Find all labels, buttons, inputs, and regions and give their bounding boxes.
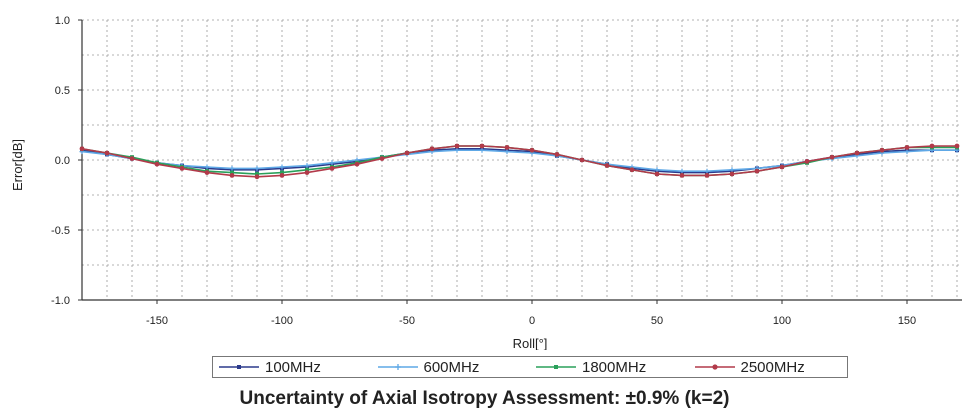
axes bbox=[78, 19, 962, 304]
series-2500MHz bbox=[79, 143, 960, 180]
legend-symbol bbox=[536, 365, 576, 369]
data-point bbox=[554, 152, 560, 157]
x-tick-label: 150 bbox=[898, 315, 916, 327]
data-point bbox=[279, 164, 285, 170]
legend-symbol bbox=[219, 365, 259, 369]
data-point bbox=[329, 166, 335, 171]
data-point bbox=[504, 145, 510, 150]
data-point bbox=[229, 173, 235, 178]
data-point bbox=[304, 170, 310, 176]
y-tick-label: -0.5 bbox=[51, 225, 70, 237]
x-tick-label: 50 bbox=[651, 315, 663, 327]
legend-symbol bbox=[694, 364, 735, 370]
series-600MHz bbox=[79, 147, 960, 174]
legend-item-2500MHz: 2500MHz bbox=[689, 357, 848, 377]
data-point bbox=[629, 167, 635, 173]
data-point bbox=[704, 168, 710, 174]
data-point bbox=[329, 160, 335, 166]
data-point bbox=[230, 170, 234, 175]
data-point bbox=[954, 143, 960, 149]
data-point bbox=[604, 163, 610, 169]
data-point bbox=[579, 157, 585, 163]
legend-symbol bbox=[377, 364, 418, 370]
legend-label: 100MHz bbox=[265, 358, 321, 376]
y-tick-label: -1.0 bbox=[51, 295, 70, 307]
data-point bbox=[254, 165, 260, 171]
data-point bbox=[654, 167, 660, 173]
x-tick-label: 0 bbox=[529, 315, 535, 327]
legend-item-100MHz: 100MHz bbox=[213, 357, 372, 377]
data-point bbox=[654, 171, 660, 177]
data-point bbox=[804, 159, 810, 164]
data-point bbox=[379, 156, 385, 162]
data-point bbox=[229, 165, 235, 171]
data-point bbox=[704, 173, 710, 178]
data-point bbox=[154, 161, 160, 167]
data-point bbox=[404, 150, 410, 156]
chart: -150 -100 -50 0 50 100 150 -1.0 -0.5 0.0 0.5 1.0 Er… bbox=[10, 15, 962, 350]
x-tick-label: -100 bbox=[271, 315, 293, 327]
legend-item-600MHz: 600MHz bbox=[372, 357, 531, 377]
data-point bbox=[854, 150, 860, 156]
x-tick-label: 100 bbox=[773, 315, 791, 327]
data-point bbox=[279, 173, 285, 178]
data-point bbox=[479, 143, 485, 149]
data-point bbox=[454, 143, 460, 149]
series-100MHz bbox=[80, 146, 959, 175]
data-point bbox=[679, 173, 685, 178]
data-point bbox=[779, 164, 785, 170]
data-point bbox=[829, 154, 835, 160]
data-point bbox=[754, 168, 760, 174]
data-point bbox=[929, 143, 935, 149]
y-tick-label: 1.0 bbox=[55, 15, 70, 27]
y-axis-label: Error[dB] bbox=[10, 139, 25, 191]
tick-labels: -150 -100 -50 0 50 100 150 -1.0 -0.5 0.0 0.5 1.0 bbox=[51, 15, 916, 327]
legend-label: 1800MHz bbox=[582, 358, 647, 376]
data-point bbox=[904, 145, 910, 150]
grid bbox=[81, 19, 962, 301]
caption: Uncertainty of Axial Isotropy Assessment… bbox=[239, 388, 730, 409]
legend-label: 2500MHz bbox=[740, 358, 805, 376]
legend-item-1800MHz: 1800MHz bbox=[530, 357, 689, 377]
data-point bbox=[454, 147, 460, 153]
data-point bbox=[679, 168, 685, 174]
legend-label: 600MHz bbox=[423, 358, 480, 376]
series-line bbox=[81, 149, 957, 172]
data-point bbox=[729, 171, 735, 177]
x-tick-label: -50 bbox=[399, 315, 415, 327]
data-point bbox=[305, 167, 309, 172]
series-line bbox=[81, 145, 957, 178]
data-point bbox=[79, 146, 85, 152]
data-point bbox=[254, 174, 260, 180]
x-axis-label: Roll[°] bbox=[513, 336, 548, 350]
data-point bbox=[729, 167, 735, 173]
data-point bbox=[179, 166, 185, 171]
legend: 100MHz 600MHz 1800MHz 2500MHz bbox=[212, 356, 848, 378]
data-point bbox=[429, 146, 435, 152]
data-point bbox=[904, 149, 910, 155]
x-tick-label: -150 bbox=[146, 315, 168, 327]
data-point bbox=[255, 172, 259, 176]
data-point bbox=[479, 147, 485, 153]
data-point bbox=[204, 170, 210, 176]
data-point bbox=[879, 147, 885, 153]
data-point bbox=[354, 161, 360, 167]
data-point bbox=[280, 170, 284, 175]
y-tick-label: 0.0 bbox=[55, 155, 70, 167]
data-point bbox=[104, 150, 110, 156]
y-tick-label: 0.5 bbox=[55, 85, 70, 97]
data-point bbox=[504, 149, 510, 155]
data-point bbox=[529, 147, 535, 153]
data-point bbox=[204, 164, 210, 170]
series-layer bbox=[79, 143, 960, 180]
data-point bbox=[129, 156, 135, 162]
data-point bbox=[304, 163, 310, 169]
